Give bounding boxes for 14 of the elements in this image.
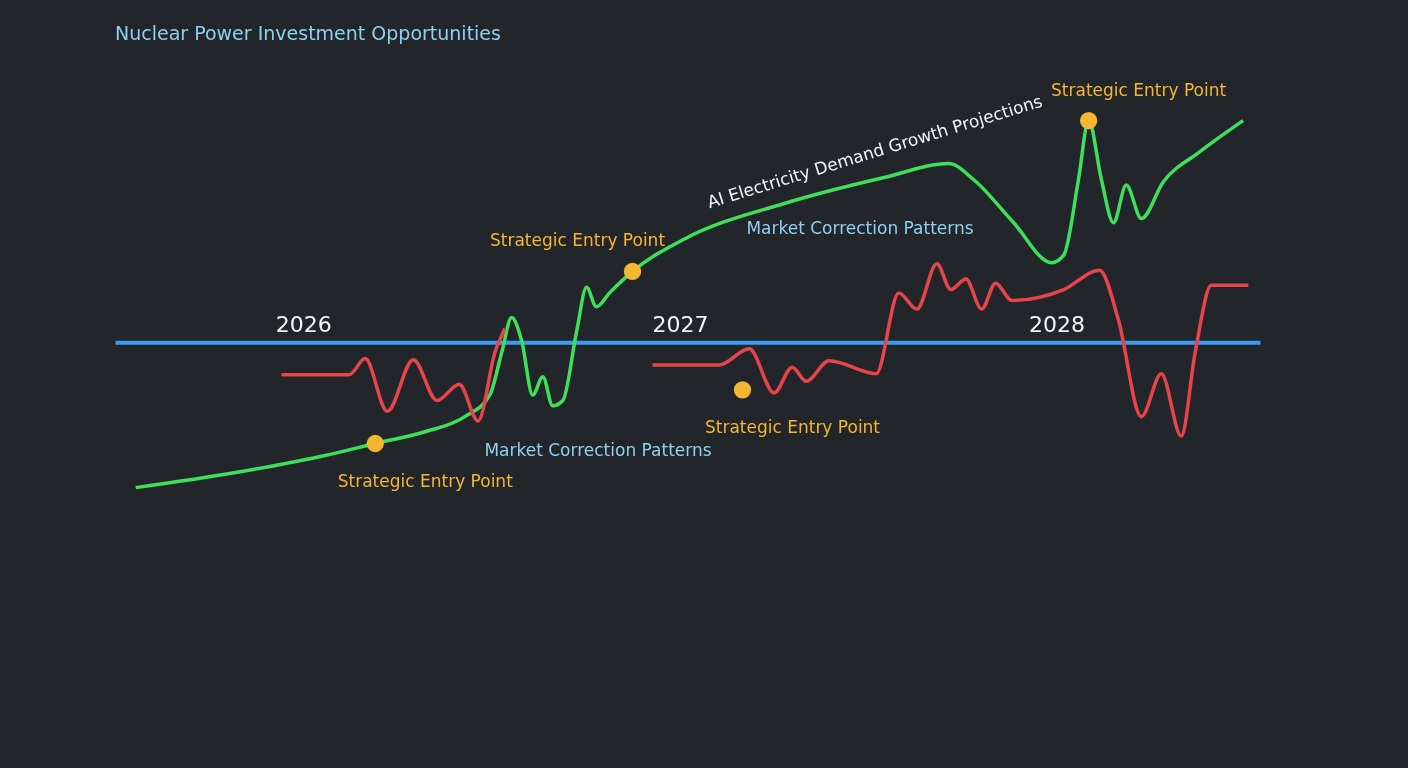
point xyxy=(1079,111,1098,130)
x-tick-label: 2027 xyxy=(652,311,709,337)
annotation: Strategic Entry Point xyxy=(489,230,666,251)
chart-title: Nuclear Power Investment Opportunities xyxy=(115,22,501,44)
x-tick-label: 2026 xyxy=(275,311,332,337)
point xyxy=(366,434,384,453)
annotation: Strategic Entry Point xyxy=(1051,79,1227,100)
x-tick-label: 2028 xyxy=(1029,311,1086,337)
point xyxy=(623,262,642,281)
annotation: Market Correction Patterns xyxy=(484,440,712,461)
annotation: Strategic Entry Point xyxy=(337,470,514,491)
point xyxy=(733,381,752,399)
annotation: Strategic Entry Point xyxy=(704,416,881,437)
annotation: Market Correction Patterns xyxy=(746,218,974,239)
